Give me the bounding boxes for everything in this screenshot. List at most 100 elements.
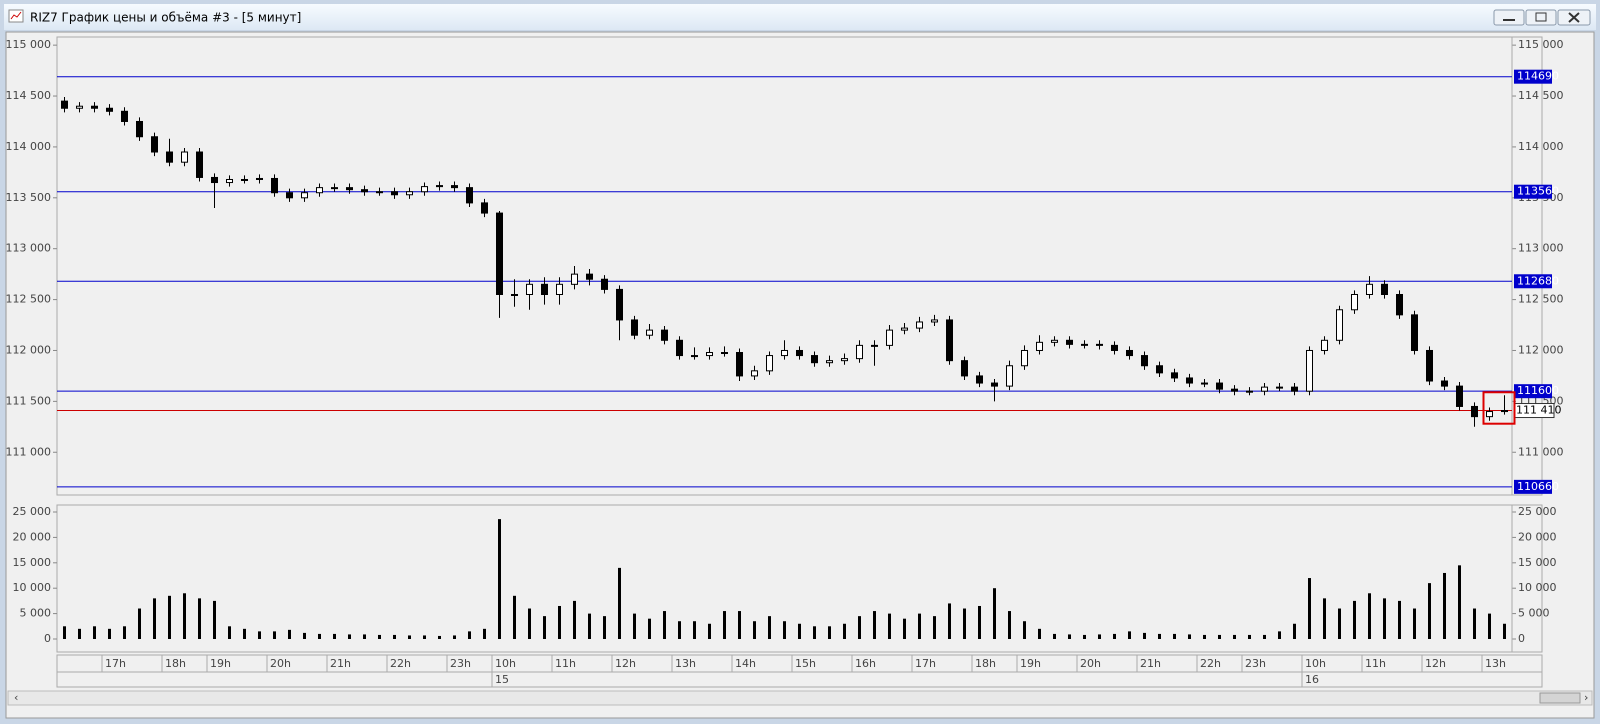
candle-body — [1306, 349, 1313, 392]
candle-body — [1051, 339, 1058, 343]
candle-body — [1471, 405, 1478, 418]
volume-bar — [858, 616, 861, 639]
candle-body — [541, 283, 548, 295]
candle-body — [106, 107, 113, 112]
candle-body — [1141, 355, 1148, 367]
volume-bar — [1083, 634, 1086, 639]
volume-bar — [138, 608, 141, 639]
candle-body — [1291, 386, 1298, 392]
candle-body — [136, 120, 143, 138]
scrollbar[interactable] — [7, 690, 1593, 706]
volume-bar — [213, 600, 216, 639]
volume-bar — [1293, 623, 1296, 639]
volume-bar — [588, 613, 591, 639]
volume-bar — [903, 618, 906, 639]
candle-body — [1216, 382, 1223, 390]
candle-body — [346, 187, 353, 191]
candle-body — [616, 288, 623, 321]
window-buttons[interactable] — [1493, 9, 1591, 26]
volume-bar — [768, 616, 771, 639]
candle-body — [736, 352, 743, 377]
candle-body — [166, 151, 173, 163]
x-tick-label: 17h — [105, 657, 126, 670]
candle-body — [1336, 309, 1343, 341]
volume-bar — [468, 631, 471, 639]
x-tick-label: 23h — [450, 657, 471, 670]
candle-body — [421, 186, 428, 193]
candle-body — [676, 339, 683, 357]
candle-body — [376, 191, 383, 194]
volume-bar — [378, 634, 381, 639]
candle-body — [1201, 382, 1208, 385]
candle-body — [1021, 349, 1028, 367]
volume-bar — [828, 626, 831, 639]
volume-bar — [1413, 608, 1416, 639]
y-tick-label: 15 000 — [13, 556, 52, 569]
candle-body — [601, 278, 608, 290]
volume-bar — [153, 598, 156, 639]
level-label-box — [1514, 479, 1552, 494]
x-tick-label: 21h — [1140, 657, 1161, 670]
candle-body — [331, 187, 338, 190]
volume-bar — [633, 613, 636, 639]
scroll-right[interactable]: › — [1584, 691, 1588, 704]
y-tick-label: 111 000 — [6, 445, 52, 458]
candle-body — [1111, 344, 1118, 351]
scroll-left[interactable]: ‹ — [14, 691, 18, 704]
y-tick-label-right: 20 000 — [1518, 530, 1557, 543]
candle-body — [901, 327, 908, 331]
volume-bar — [243, 628, 246, 639]
candle-body — [886, 329, 893, 346]
candle-body — [961, 360, 968, 377]
candle-body — [1426, 349, 1433, 382]
x-tick-label: 10h — [1305, 657, 1326, 670]
candle-body — [1381, 283, 1388, 295]
level-label-box — [1514, 274, 1552, 289]
volume-bar — [1458, 565, 1461, 639]
volume-bar — [228, 626, 231, 639]
minimize-button[interactable] — [1493, 9, 1525, 26]
candle-body — [1096, 343, 1103, 346]
candle-body — [976, 375, 983, 384]
volume-bar — [303, 632, 306, 639]
x-tick-label: 16h — [855, 657, 876, 670]
volume-bar — [813, 626, 816, 639]
window-icon-line — [10, 11, 22, 20]
candle-body — [1486, 411, 1493, 418]
volume-bar — [318, 633, 321, 639]
candle-body — [1171, 372, 1178, 379]
volume-bar — [1248, 634, 1251, 639]
candle-body — [826, 360, 833, 364]
volume-bar — [1503, 623, 1506, 639]
candle-body — [451, 185, 458, 189]
volume-bar — [918, 613, 921, 639]
volume-bar — [1188, 634, 1191, 639]
volume-bar — [273, 631, 276, 639]
y-tick-label-right: 112 000 — [1518, 343, 1564, 356]
volume-bar — [1428, 583, 1431, 639]
candle-body — [691, 355, 698, 358]
volume-bar — [1203, 634, 1206, 639]
scroll-thumb[interactable] — [1539, 692, 1581, 704]
volume-bar — [888, 613, 891, 639]
volume-bar — [663, 611, 666, 639]
restore-button[interactable] — [1525, 9, 1557, 26]
y-tick-label: 113 000 — [6, 242, 52, 255]
x-tick-label: 19h — [210, 657, 231, 670]
y-tick-label-right: 5 000 — [1518, 607, 1550, 620]
candle-body — [661, 329, 668, 341]
candle-body — [1366, 283, 1373, 295]
y-tick-label: 114 500 — [6, 89, 52, 102]
candle-body — [1261, 386, 1268, 392]
volume-bar — [933, 616, 936, 639]
candle-body — [181, 151, 188, 163]
x-tick-label: 22h — [1200, 657, 1221, 670]
x-tick-label: 13h — [675, 657, 696, 670]
volume-bar — [1233, 634, 1236, 639]
candle-body — [1501, 410, 1508, 413]
candle-body — [271, 177, 278, 194]
x-tick-label: 11h — [555, 657, 576, 670]
volume-bar — [843, 623, 846, 639]
x-tick-label: 22h — [390, 657, 411, 670]
